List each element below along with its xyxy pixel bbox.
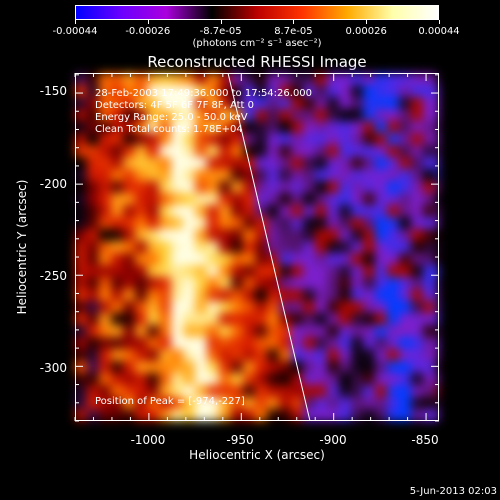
x-tick-label: -1000 xyxy=(130,433,166,447)
limb-overlay xyxy=(227,73,311,421)
colorbar-tick-label: 8.7e-05 xyxy=(274,26,313,37)
colorbar-tick xyxy=(147,20,149,24)
x-axis-title: Heliocentric X (arcsec) xyxy=(189,448,325,462)
colorbar-tick xyxy=(75,20,76,24)
x-tick-label: -950 xyxy=(226,433,254,447)
colorbar-units: (photons cm⁻² s⁻¹ asec⁻²) xyxy=(192,38,322,49)
colorbar-tick xyxy=(293,20,295,24)
plot-title: Reconstructed RHESSI Image xyxy=(147,53,367,71)
colorbar-tick-label: 0.00044 xyxy=(418,26,460,37)
rhessi-image xyxy=(75,73,439,421)
colorbar-tick xyxy=(366,20,368,24)
y-axis-title: Heliocentric Y (arcsec) xyxy=(15,179,29,315)
plot-border xyxy=(75,73,439,421)
plot-area xyxy=(75,73,439,421)
colorbar-tick-label: 0.00026 xyxy=(345,26,387,37)
info-detectors: Detectors: 4F 5F 6F 7F 8F, Att 0 xyxy=(95,100,255,111)
y-tick-label: -250 xyxy=(39,269,67,283)
colorbar-tick-label: -0.00026 xyxy=(125,26,171,37)
y-tick-label: -150 xyxy=(39,84,67,98)
peak-position-label: Position of Peak = [-974,-227] xyxy=(95,396,245,407)
footer-date: 5-Jun-2013 02:03 xyxy=(409,486,497,497)
colorbar-tick xyxy=(439,20,440,24)
colorbar-tick-label: -0.00044 xyxy=(52,26,98,37)
y-tick-label: -300 xyxy=(39,361,67,375)
colorbar xyxy=(75,5,439,20)
info-clean-counts: Clean Total counts: 1.78E+04 xyxy=(95,124,243,135)
info-energy-range: Energy Range: 25.0 - 50.0 keV xyxy=(95,112,248,123)
info-time-range: 28-Feb-2003 17:49:36.000 to 17:54:26.000 xyxy=(95,88,313,99)
x-tick-label: -900 xyxy=(319,433,347,447)
solar-limb-line xyxy=(227,73,311,421)
colorbar-tick-label: -8.7e-05 xyxy=(199,26,242,37)
x-tick-label: -850 xyxy=(411,433,439,447)
colorbar-tick xyxy=(220,20,222,24)
y-tick-label: -200 xyxy=(39,177,67,191)
